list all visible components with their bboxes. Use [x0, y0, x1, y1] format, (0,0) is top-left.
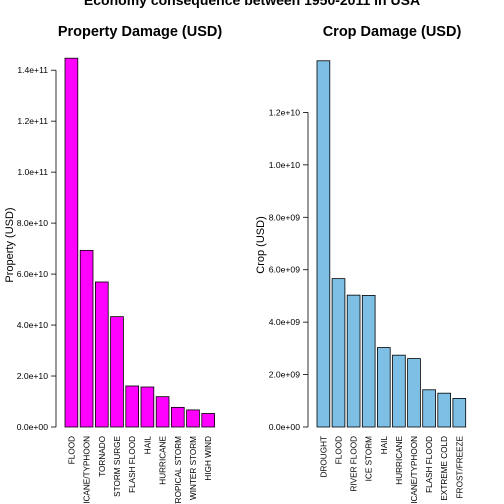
bar — [155, 396, 170, 428]
x-tick-label: HIGH WIND — [204, 436, 213, 481]
x-tick-label: HURRICANE — [395, 435, 404, 484]
bar — [407, 358, 421, 428]
x-tick-label: HAIL — [143, 436, 152, 455]
bar — [64, 57, 79, 428]
x-tick-label: TROPICAL STORM — [174, 436, 183, 504]
chart-title: Crop Damage (USD) — [323, 24, 462, 40]
x-tick-label: FLOOD — [67, 436, 76, 464]
y-tick-label: 8.0e+09 — [269, 212, 301, 222]
x-tick-label: FLOOD — [335, 436, 344, 464]
y-tick-label: 1.2e+11 — [17, 116, 48, 126]
bar — [437, 392, 451, 428]
y-tick-label: 6.0e+10 — [17, 269, 49, 279]
x-tick-label: TORNADO — [98, 436, 107, 477]
x-tick-label: HAIL — [380, 436, 389, 455]
bar — [392, 354, 406, 428]
bar — [201, 413, 216, 428]
y-axis-label: Crop (USD) — [255, 216, 267, 273]
y-tick-label: 4.0e+09 — [269, 317, 301, 327]
bar — [140, 386, 155, 428]
y-tick-label: 8.0e+10 — [17, 218, 49, 228]
y-axis-label: Property (USD) — [4, 207, 16, 282]
bar — [95, 281, 109, 428]
bar — [186, 409, 200, 428]
bar — [125, 385, 140, 428]
y-tick-label: 0.0e+00 — [17, 422, 49, 432]
crop-damage-chart: Crop Damage (USD) Crop (USD) 0.0e+00 2.0e… — [255, 24, 467, 504]
y-axis: 0.0e+00 2.0e+10 4.0e+10 6.0e+10 8.0e+10 1.0e+… — [17, 65, 57, 432]
x-tick-label: STORM SURGE — [113, 435, 122, 496]
bar — [316, 60, 331, 428]
x-tick-label: FLASH FLOOD — [425, 436, 434, 493]
y-tick-label: 1.2e+10 — [269, 107, 301, 117]
property-damage-chart: Property Damage (USD) Property (USD) 0.0… — [4, 24, 222, 504]
x-tick-label: HURRICANE — [159, 435, 168, 484]
bar — [422, 389, 436, 428]
bar — [331, 278, 346, 428]
x-tick-label: EXTREME COLD — [440, 436, 449, 501]
x-tick-label: DROUGHT — [319, 436, 328, 477]
y-tick-label: 2.0e+10 — [17, 371, 49, 381]
bars — [64, 57, 216, 428]
bar — [376, 347, 391, 428]
bar — [79, 249, 94, 428]
x-axis-labels: FLOOD HURRICANE/TYPHOON TORNADO STORM SURGE… — [67, 435, 213, 504]
bars — [316, 60, 467, 428]
x-tick-label: HURRICANE/TYPHOON — [83, 436, 92, 504]
chart-title: Property Damage (USD) — [58, 24, 223, 40]
x-axis-labels: DROUGHT FLOOD RIVER FLOOD ICE STORM HAIL HURR… — [319, 435, 464, 504]
x-tick-label: FLASH FLOOD — [128, 436, 137, 493]
y-tick-label: 6.0e+09 — [269, 265, 301, 275]
y-tick-label: 4.0e+10 — [17, 320, 49, 330]
y-tick-label: 0.0e+00 — [269, 422, 301, 432]
x-tick-label: HURRICANE/TYPHOON — [410, 436, 419, 504]
bar — [452, 398, 467, 428]
y-tick-label: 1.0e+10 — [269, 160, 301, 170]
bar — [110, 316, 124, 428]
x-tick-label: RIVER FLOOD — [350, 436, 359, 492]
figure-title: Economy consequence between 1950-2011 in… — [84, 0, 420, 8]
x-tick-label: ICE STORM — [365, 436, 374, 482]
x-tick-label: WINTER STORM — [189, 436, 198, 500]
bar — [361, 295, 376, 428]
bar — [170, 406, 185, 428]
y-tick-label: 1.4e+11 — [17, 65, 48, 75]
bar — [346, 294, 361, 428]
y-tick-label: 1.0e+11 — [17, 167, 48, 177]
y-tick-label: 2.0e+09 — [269, 370, 301, 380]
x-tick-label: FROST/FREEZE — [455, 435, 464, 498]
y-axis: 0.0e+00 2.0e+09 4.0e+09 6.0e+09 8.0e+09 1.0e+… — [269, 107, 309, 432]
